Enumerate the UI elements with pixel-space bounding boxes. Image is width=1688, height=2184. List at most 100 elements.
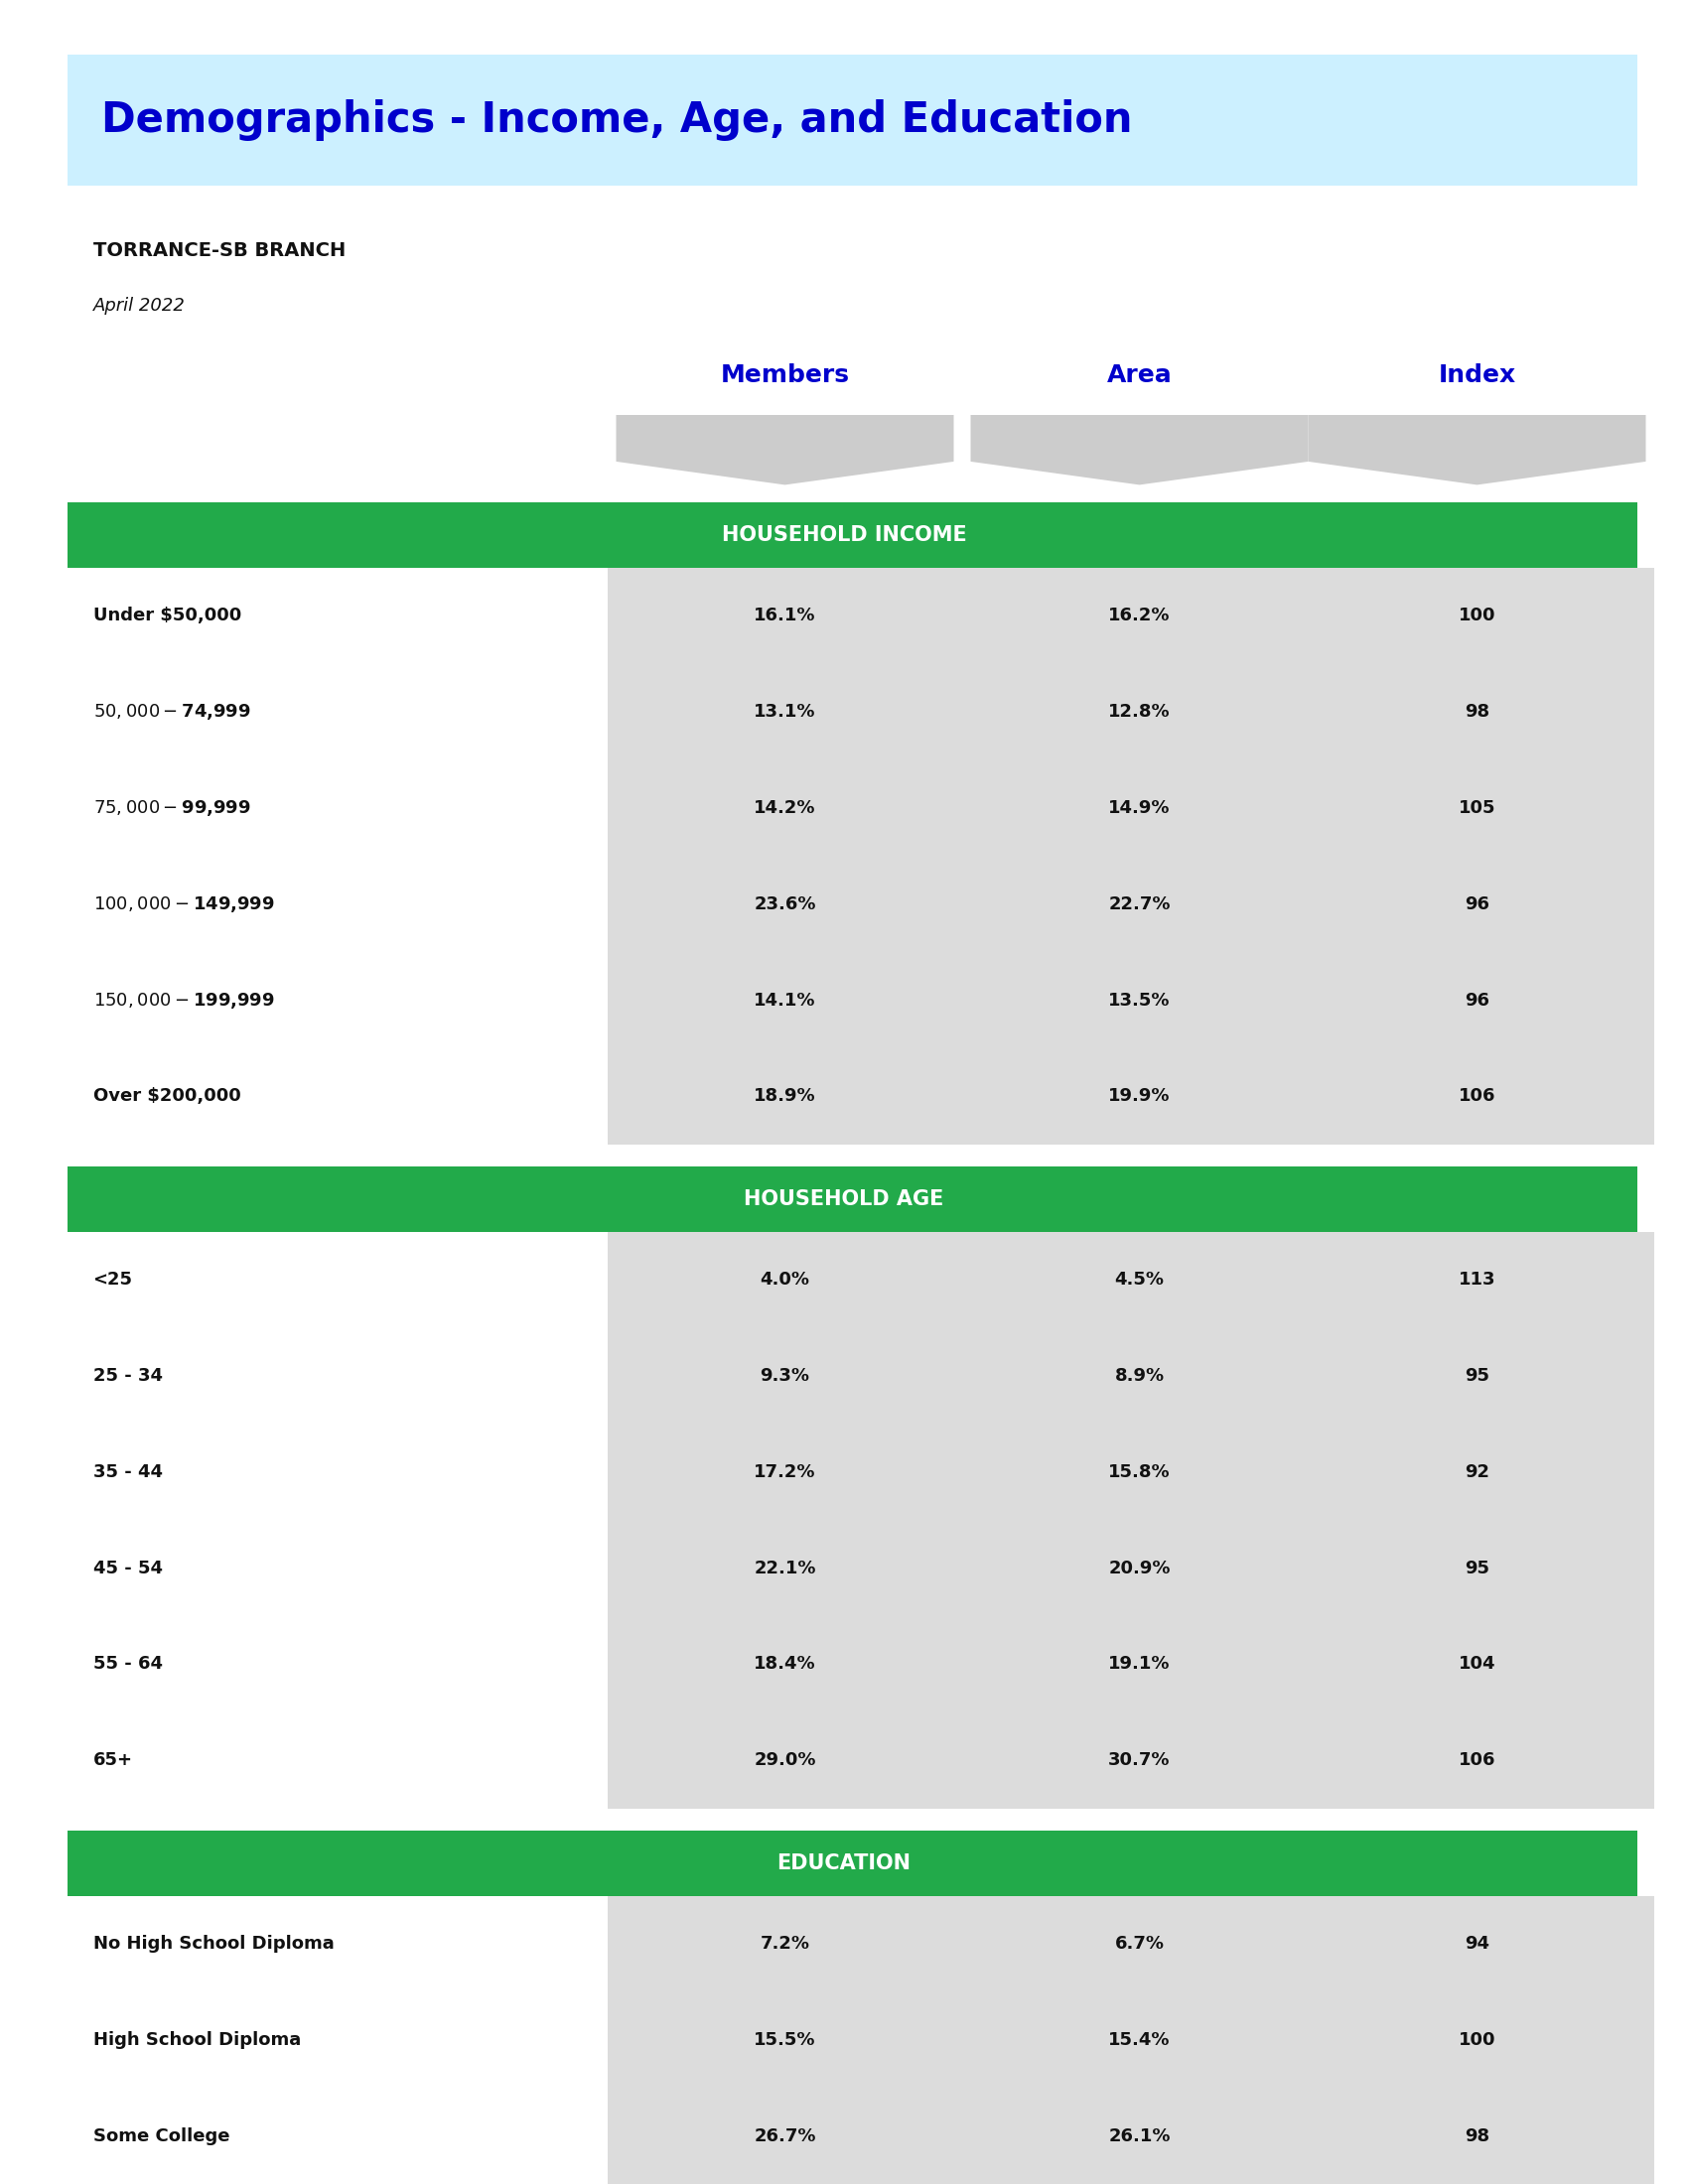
Text: 98: 98 — [1465, 2127, 1489, 2145]
FancyBboxPatch shape — [608, 1328, 962, 1424]
Text: <25: <25 — [93, 1271, 133, 1289]
Text: $100,000 - $149,999: $100,000 - $149,999 — [93, 893, 275, 915]
FancyBboxPatch shape — [608, 1520, 962, 1616]
FancyBboxPatch shape — [608, 856, 962, 952]
Text: 9.3%: 9.3% — [760, 1367, 810, 1385]
FancyBboxPatch shape — [1300, 1992, 1654, 2088]
Text: 30.7%: 30.7% — [1109, 1752, 1170, 1769]
FancyBboxPatch shape — [1300, 760, 1654, 856]
Text: 4.5%: 4.5% — [1114, 1271, 1165, 1289]
Text: 22.7%: 22.7% — [1109, 895, 1170, 913]
FancyBboxPatch shape — [962, 568, 1317, 664]
Text: 95: 95 — [1465, 1367, 1489, 1385]
Text: 12.8%: 12.8% — [1109, 703, 1170, 721]
Text: 26.7%: 26.7% — [755, 2127, 815, 2145]
Text: 26.1%: 26.1% — [1109, 2127, 1170, 2145]
FancyBboxPatch shape — [68, 502, 1637, 568]
Text: 96: 96 — [1465, 992, 1489, 1009]
Text: EDUCATION: EDUCATION — [776, 1852, 912, 1874]
FancyBboxPatch shape — [608, 1712, 962, 1808]
FancyBboxPatch shape — [962, 952, 1317, 1048]
Text: $50,000 - $74,999: $50,000 - $74,999 — [93, 701, 250, 723]
FancyBboxPatch shape — [68, 1166, 1637, 1232]
Polygon shape — [971, 415, 1308, 485]
Text: Area: Area — [1107, 365, 1171, 387]
Text: 4.0%: 4.0% — [760, 1271, 810, 1289]
Text: HOUSEHOLD AGE: HOUSEHOLD AGE — [744, 1188, 944, 1210]
Text: 35 - 44: 35 - 44 — [93, 1463, 162, 1481]
Text: 106: 106 — [1458, 1088, 1496, 1105]
FancyBboxPatch shape — [1300, 568, 1654, 664]
Text: 15.8%: 15.8% — [1109, 1463, 1170, 1481]
FancyBboxPatch shape — [1300, 664, 1654, 760]
Text: 18.9%: 18.9% — [755, 1088, 815, 1105]
Polygon shape — [616, 415, 954, 485]
FancyBboxPatch shape — [962, 1712, 1317, 1808]
FancyBboxPatch shape — [962, 1520, 1317, 1616]
Text: 14.9%: 14.9% — [1109, 799, 1170, 817]
FancyBboxPatch shape — [1300, 1048, 1654, 1144]
Text: 17.2%: 17.2% — [755, 1463, 815, 1481]
Text: 16.1%: 16.1% — [755, 607, 815, 625]
FancyBboxPatch shape — [608, 1992, 962, 2088]
Text: 100: 100 — [1458, 2031, 1496, 2049]
Text: 7.2%: 7.2% — [760, 1935, 810, 1952]
FancyBboxPatch shape — [608, 1896, 962, 1992]
FancyBboxPatch shape — [608, 1424, 962, 1520]
Text: 25 - 34: 25 - 34 — [93, 1367, 162, 1385]
FancyBboxPatch shape — [608, 1616, 962, 1712]
FancyBboxPatch shape — [68, 1830, 1637, 1896]
Text: 92: 92 — [1465, 1463, 1489, 1481]
FancyBboxPatch shape — [1300, 1232, 1654, 1328]
Text: 19.9%: 19.9% — [1109, 1088, 1170, 1105]
Text: 98: 98 — [1465, 703, 1489, 721]
Text: Members: Members — [721, 365, 849, 387]
Text: 113: 113 — [1458, 1271, 1496, 1289]
FancyBboxPatch shape — [962, 1232, 1317, 1328]
Text: 6.7%: 6.7% — [1114, 1935, 1165, 1952]
Text: 8.9%: 8.9% — [1114, 1367, 1165, 1385]
FancyBboxPatch shape — [608, 664, 962, 760]
Text: 23.6%: 23.6% — [755, 895, 815, 913]
Text: April 2022: April 2022 — [93, 297, 186, 314]
FancyBboxPatch shape — [608, 1048, 962, 1144]
Text: 100: 100 — [1458, 607, 1496, 625]
FancyBboxPatch shape — [608, 2088, 962, 2184]
FancyBboxPatch shape — [608, 1232, 962, 1328]
Text: Some College: Some College — [93, 2127, 230, 2145]
Text: 15.5%: 15.5% — [755, 2031, 815, 2049]
Text: 18.4%: 18.4% — [755, 1655, 815, 1673]
FancyBboxPatch shape — [962, 760, 1317, 856]
FancyBboxPatch shape — [1300, 1712, 1654, 1808]
Text: 14.1%: 14.1% — [755, 992, 815, 1009]
Text: 96: 96 — [1465, 895, 1489, 913]
Text: 16.2%: 16.2% — [1109, 607, 1170, 625]
Text: $75,000 - $99,999: $75,000 - $99,999 — [93, 797, 250, 819]
FancyBboxPatch shape — [608, 760, 962, 856]
Text: 65+: 65+ — [93, 1752, 133, 1769]
Text: 104: 104 — [1458, 1655, 1496, 1673]
FancyBboxPatch shape — [962, 1328, 1317, 1424]
Text: No High School Diploma: No High School Diploma — [93, 1935, 334, 1952]
FancyBboxPatch shape — [962, 1992, 1317, 2088]
Text: 14.2%: 14.2% — [755, 799, 815, 817]
FancyBboxPatch shape — [1300, 1520, 1654, 1616]
FancyBboxPatch shape — [608, 952, 962, 1048]
Text: 13.5%: 13.5% — [1109, 992, 1170, 1009]
FancyBboxPatch shape — [1300, 2088, 1654, 2184]
Text: 19.1%: 19.1% — [1109, 1655, 1170, 1673]
Text: HOUSEHOLD INCOME: HOUSEHOLD INCOME — [721, 524, 967, 546]
FancyBboxPatch shape — [962, 1896, 1317, 1992]
Text: Index: Index — [1438, 365, 1516, 387]
Text: 105: 105 — [1458, 799, 1496, 817]
Text: 106: 106 — [1458, 1752, 1496, 1769]
FancyBboxPatch shape — [1300, 952, 1654, 1048]
Text: High School Diploma: High School Diploma — [93, 2031, 300, 2049]
FancyBboxPatch shape — [962, 2088, 1317, 2184]
Text: TORRANCE-SB BRANCH: TORRANCE-SB BRANCH — [93, 242, 346, 260]
FancyBboxPatch shape — [1300, 1328, 1654, 1424]
Polygon shape — [1308, 415, 1646, 485]
Text: 45 - 54: 45 - 54 — [93, 1559, 162, 1577]
FancyBboxPatch shape — [1300, 1896, 1654, 1992]
FancyBboxPatch shape — [962, 1048, 1317, 1144]
